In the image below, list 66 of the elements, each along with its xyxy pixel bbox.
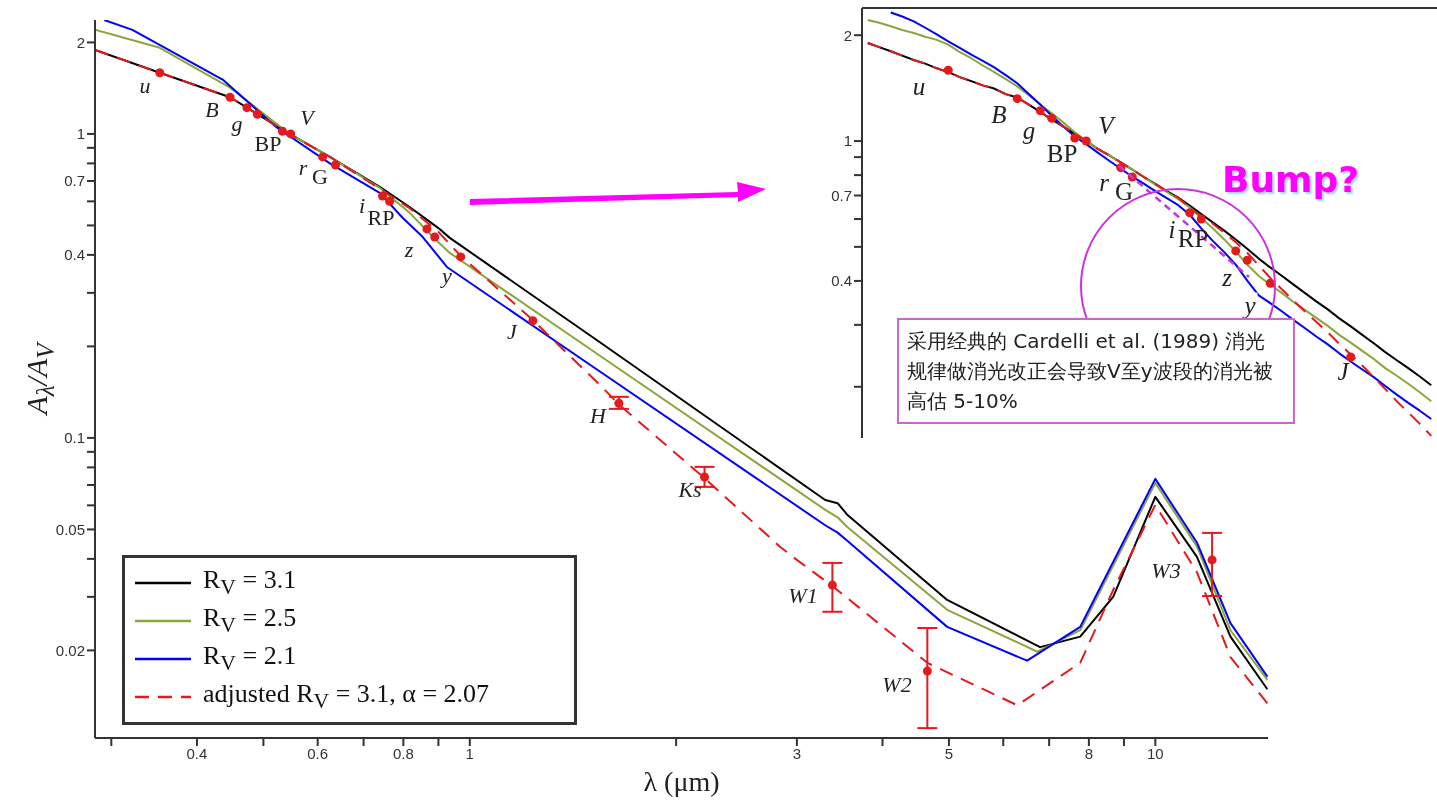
x-tick-label: 0.8	[392, 744, 414, 762]
x-tick-label: 3	[792, 744, 802, 762]
point	[1047, 113, 1057, 123]
annotation: BP	[1046, 139, 1078, 167]
annotation: J	[507, 319, 517, 344]
point	[1035, 106, 1045, 116]
annotation: i	[358, 193, 366, 218]
annotation: W3	[1151, 558, 1181, 583]
annotation: H	[590, 403, 606, 428]
legend-label: R$_{V}$ = 3.1	[203, 565, 297, 601]
point	[1231, 246, 1241, 256]
annotation: BP	[254, 131, 282, 156]
point	[1242, 255, 1252, 265]
annotation: z	[404, 237, 414, 262]
x-tick-label: 5	[944, 744, 954, 762]
y-tick-label: 1	[843, 132, 852, 150]
annotation: g	[231, 111, 243, 136]
annotation: z	[1222, 263, 1232, 291]
annotation: Bump?	[1222, 158, 1361, 202]
annotation: J	[1337, 357, 1349, 385]
annotation: g	[1022, 116, 1036, 144]
y-tick-label: 0.05	[55, 520, 85, 538]
point	[1346, 352, 1356, 362]
x-tick-label: 0.4	[186, 744, 208, 762]
annotation: B	[205, 97, 219, 122]
point	[1265, 278, 1275, 288]
x-tick-label: 1	[465, 744, 474, 762]
annotation: 采用经典的 Cardelli et al. (1989) 消光规律做消光改正会导致V至y波段的消光被高估 5-10%	[897, 318, 1295, 424]
y-tick-label: 1	[76, 125, 85, 143]
annotation: G	[1114, 177, 1134, 205]
x-axis-title: λ (μm)	[642, 766, 721, 798]
legend-label: R$_{V}$ = 2.5	[203, 603, 297, 639]
y-tick-label: 0.7	[831, 186, 852, 204]
y-tick-label: 0.4	[64, 246, 85, 264]
annotation: r	[298, 155, 308, 180]
point	[1070, 133, 1080, 143]
annotation: RP	[1177, 224, 1209, 252]
annotation: RP	[367, 205, 395, 230]
y-tick-label: 0.7	[64, 172, 85, 190]
legend-label: adjusted R$_{V}$ = 3.1, α = 2.07	[203, 679, 490, 715]
x-tick-label: 0.6	[307, 744, 329, 762]
y-tick-label: 2	[843, 26, 852, 44]
annotation: Ks	[678, 477, 702, 502]
annotation: W2	[882, 672, 912, 697]
y-tick-label: 0.1	[64, 429, 85, 447]
annotation: r	[1099, 168, 1109, 196]
point	[1185, 208, 1195, 218]
annotation: V	[1098, 111, 1114, 139]
x-tick-label: 10	[1146, 744, 1164, 762]
annotation: u	[912, 72, 926, 100]
annotation: i	[1168, 215, 1176, 243]
point	[943, 65, 953, 75]
point	[1081, 136, 1091, 146]
point	[1196, 214, 1206, 224]
point	[1012, 94, 1022, 104]
annotation: G	[312, 164, 328, 189]
annotation: u	[139, 73, 151, 98]
annotation: B	[991, 100, 1007, 128]
annotation: V	[300, 105, 314, 130]
y-tick-label: 2	[76, 33, 85, 51]
y-tick-label: 0.02	[55, 641, 85, 659]
x-tick-label: 8	[1084, 744, 1094, 762]
legend-label: R$_{V}$ = 2.1	[203, 641, 297, 677]
annotation: W1	[788, 583, 818, 608]
annotation: y	[442, 263, 452, 288]
y-tick-label: 0.4	[831, 272, 852, 290]
